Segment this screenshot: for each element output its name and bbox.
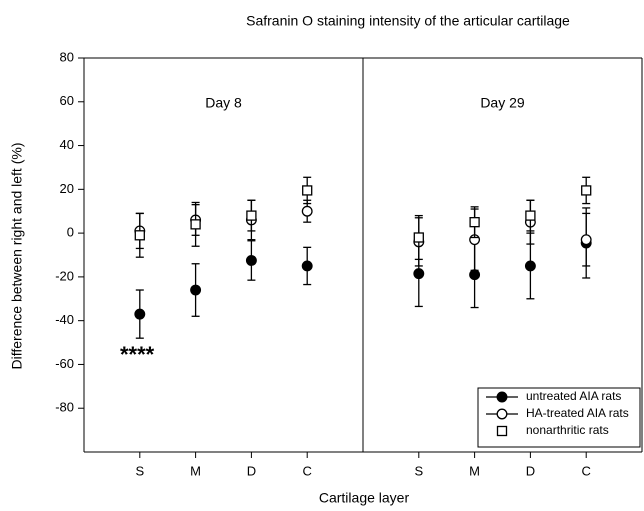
- data-point: [580, 234, 592, 246]
- y-tick-label: 20: [60, 181, 74, 196]
- data-point: [134, 230, 145, 241]
- panel-label: Day 8: [205, 95, 242, 111]
- y-tick-label: -60: [55, 356, 74, 371]
- x-tick-label: M: [469, 463, 480, 478]
- x-tick-label: C: [303, 463, 312, 478]
- x-axis-label: Cartilage layer: [319, 490, 410, 506]
- data-point: [469, 269, 481, 281]
- x-tick-label: D: [247, 463, 256, 478]
- y-tick-label: 60: [60, 93, 74, 108]
- data-point: [413, 268, 425, 280]
- data-point: [413, 232, 424, 243]
- legend-label: HA-treated AIA rats: [526, 406, 629, 420]
- data-point: [190, 284, 202, 296]
- data-point: [524, 260, 536, 272]
- y-tick-label: 0: [67, 225, 74, 240]
- data-point: [246, 210, 257, 221]
- x-tick-label: D: [526, 463, 535, 478]
- y-axis-label: Difference between right and left (%): [9, 143, 25, 370]
- data-point: [301, 260, 313, 272]
- legend-marker: [496, 408, 508, 420]
- y-tick-label: -40: [55, 312, 74, 327]
- legend-marker: [496, 391, 508, 403]
- data-point: [245, 255, 257, 266]
- data-point: [525, 210, 536, 221]
- data-point: [581, 185, 592, 196]
- y-tick-label: -20: [55, 268, 74, 283]
- x-tick-label: M: [190, 463, 201, 478]
- x-tick-label: S: [414, 463, 423, 478]
- legend-label: untreated AIA rats: [526, 389, 621, 403]
- panel-label: Day 29: [480, 95, 525, 111]
- data-point: [301, 205, 313, 217]
- annotation: ****: [120, 342, 155, 367]
- y-tick-label: 40: [60, 137, 74, 152]
- legend-label: nonarthritic rats: [526, 423, 609, 437]
- data-point: [469, 217, 480, 228]
- legend-marker: [496, 425, 508, 437]
- x-tick-label: C: [582, 463, 591, 478]
- x-tick-label: S: [135, 463, 144, 478]
- data-point: [190, 219, 201, 230]
- data-point: [302, 185, 313, 196]
- y-tick-label: 80: [60, 49, 74, 64]
- y-tick-label: -80: [55, 400, 74, 415]
- chart-title: Safranin O staining intensity of the art…: [246, 13, 570, 29]
- data-point: [134, 308, 146, 320]
